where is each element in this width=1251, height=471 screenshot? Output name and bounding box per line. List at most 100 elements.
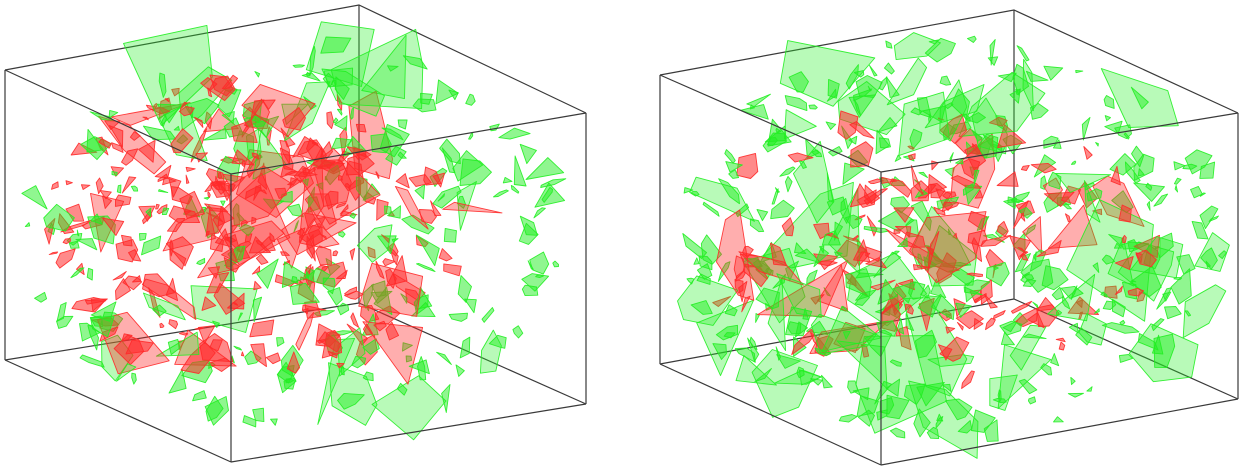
green-fracture-polygon bbox=[204, 396, 229, 426]
green-fracture-polygon bbox=[825, 121, 837, 130]
red-fracture-polygon bbox=[933, 206, 946, 216]
green-fracture-polygon bbox=[1068, 322, 1079, 334]
red-fracture-polygon bbox=[936, 252, 957, 284]
green-fracture-polygon bbox=[334, 76, 350, 100]
green-fracture-polygon bbox=[116, 184, 122, 194]
red-fracture-polygon bbox=[171, 87, 180, 97]
green-fracture-polygon bbox=[962, 183, 974, 196]
red-fracture-polygon bbox=[190, 128, 208, 163]
red-fracture-polygon bbox=[1036, 297, 1057, 312]
green-fracture-polygon bbox=[1146, 201, 1151, 211]
green-fracture-polygon bbox=[821, 305, 882, 353]
red-fracture-polygon bbox=[121, 148, 139, 166]
green-fracture-polygon bbox=[362, 338, 380, 355]
green-fracture-polygon bbox=[724, 304, 738, 317]
green-fracture-polygon bbox=[1164, 306, 1182, 320]
green-fracture-polygon bbox=[481, 307, 495, 323]
red-fracture-polygon bbox=[204, 181, 214, 193]
green-fracture-polygon bbox=[844, 214, 863, 230]
green-fracture-polygon bbox=[34, 291, 48, 303]
green-fracture-polygon bbox=[439, 138, 461, 165]
green-fracture-polygon bbox=[493, 189, 509, 198]
red-fracture-polygon bbox=[324, 190, 339, 210]
bounding-box-front-edges-right bbox=[659, 74, 1239, 466]
red-fracture-polygon bbox=[1064, 213, 1071, 223]
red-fracture-polygon bbox=[930, 182, 946, 199]
red-fracture-polygon bbox=[349, 248, 356, 261]
red-fracture-polygon bbox=[438, 248, 453, 262]
red-fracture-polygon bbox=[260, 189, 267, 195]
green-fracture-polygon bbox=[892, 250, 900, 255]
green-fracture-polygon bbox=[1184, 310, 1192, 317]
green-fracture-polygon bbox=[1131, 145, 1145, 168]
red-fracture-polygon bbox=[251, 265, 261, 275]
green-fracture-polygon bbox=[1101, 254, 1116, 265]
red-fracture-polygon bbox=[942, 191, 957, 200]
red-fracture-polygon bbox=[223, 257, 240, 273]
red-fracture-polygon bbox=[394, 185, 429, 230]
red-fracture-polygon bbox=[315, 245, 332, 266]
red-fracture-polygon bbox=[894, 226, 912, 238]
green-fracture-polygon bbox=[1084, 180, 1101, 223]
red-fracture-polygon bbox=[941, 201, 960, 212]
green-fracture-polygon bbox=[889, 359, 902, 367]
green-fracture-polygon bbox=[896, 318, 905, 335]
green-fracture-polygon bbox=[384, 205, 392, 215]
green-fracture-polygon bbox=[1056, 309, 1063, 316]
green-fracture-polygon bbox=[139, 233, 147, 241]
green-fracture-polygon bbox=[363, 283, 374, 309]
red-fracture-polygon bbox=[336, 362, 345, 369]
green-fracture-polygon bbox=[24, 222, 31, 228]
green-fracture-polygon bbox=[1070, 376, 1076, 386]
fracture-network-panel-right bbox=[650, 0, 1251, 471]
red-fracture-polygon bbox=[716, 209, 755, 301]
red-fracture-polygon bbox=[210, 181, 233, 192]
green-fracture-polygon bbox=[770, 199, 795, 220]
green-fracture-polygon bbox=[696, 263, 713, 280]
red-fracture-polygon bbox=[787, 152, 814, 163]
green-fracture-polygon bbox=[86, 267, 94, 281]
green-fracture-polygon bbox=[432, 185, 462, 209]
green-fracture-polygon bbox=[1173, 177, 1182, 185]
red-fracture-polygon bbox=[154, 164, 172, 179]
green-fracture-polygon bbox=[1170, 268, 1192, 305]
green-fracture-polygon bbox=[926, 426, 940, 440]
red-fracture-polygon bbox=[121, 234, 133, 247]
red-fracture-polygon bbox=[197, 325, 216, 344]
green-fracture-polygon bbox=[75, 238, 98, 251]
red-fracture-polygon bbox=[257, 162, 268, 190]
green-fracture-polygon bbox=[370, 133, 392, 154]
green-fracture-polygon bbox=[903, 383, 926, 405]
green-fracture-polygon bbox=[400, 293, 408, 304]
red-fracture-polygon bbox=[145, 104, 171, 115]
green-fracture-polygon bbox=[1137, 168, 1145, 177]
red-fracture-polygon bbox=[741, 245, 754, 259]
green-fracture-polygon bbox=[289, 282, 320, 305]
green-fracture-polygon bbox=[436, 351, 452, 365]
green-fracture-polygon bbox=[971, 129, 983, 142]
red-fracture-polygon bbox=[178, 106, 195, 117]
green-fracture-polygon bbox=[252, 296, 263, 323]
red-fracture-polygon bbox=[65, 180, 73, 186]
green-fracture-polygon bbox=[1111, 298, 1126, 318]
red-fracture-polygon bbox=[306, 235, 315, 259]
green-fracture-polygon bbox=[848, 135, 858, 145]
green-fracture-polygon bbox=[256, 258, 279, 289]
green-fracture-polygon bbox=[292, 64, 305, 68]
green-fracture-polygon bbox=[892, 281, 916, 304]
fracture-network-panel-left bbox=[0, 0, 600, 471]
green-fracture-polygon bbox=[977, 133, 999, 159]
green-fracture-polygon bbox=[158, 72, 167, 98]
green-fracture-polygon bbox=[821, 374, 833, 389]
green-fracture-polygon bbox=[435, 79, 459, 105]
green-fracture-polygon bbox=[877, 279, 898, 305]
green-fracture-polygon bbox=[813, 247, 830, 268]
green-fracture-polygon bbox=[987, 56, 999, 66]
red-fracture-polygon bbox=[1121, 234, 1127, 244]
red-fracture-polygon bbox=[60, 219, 92, 233]
red-fracture-polygon bbox=[442, 201, 503, 214]
green-fracture-polygon bbox=[387, 65, 399, 72]
red-fracture-polygon bbox=[265, 352, 281, 365]
green-fracture-polygon bbox=[521, 284, 539, 297]
green-fracture-polygon bbox=[502, 176, 513, 184]
